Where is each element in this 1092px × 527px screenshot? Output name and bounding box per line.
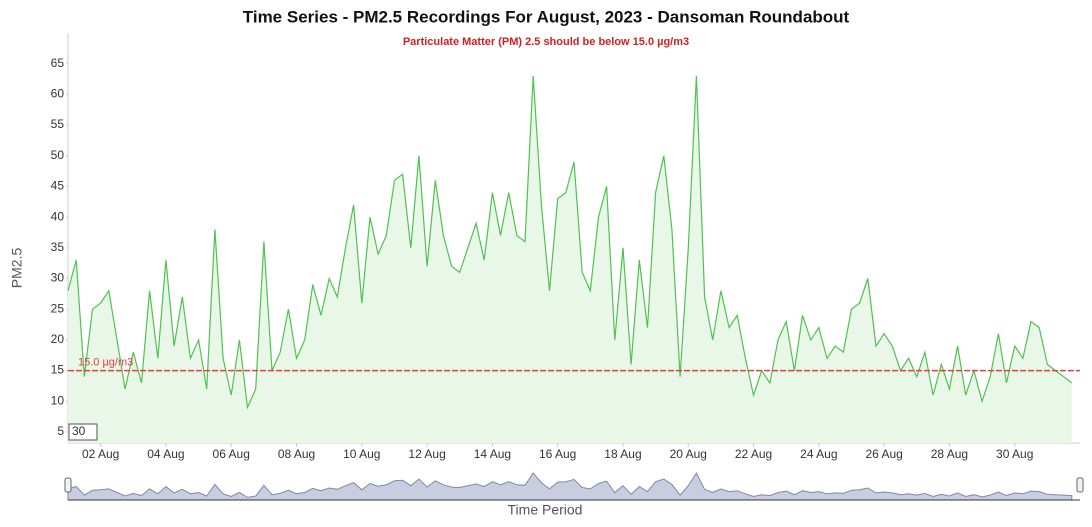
x-tick-label: 10 Aug [343,447,380,461]
x-tick-label: 08 Aug [278,447,315,461]
range-input-box[interactable] [68,423,98,441]
y-tick-label: 30 [51,271,65,285]
y-tick-label: 60 [51,87,65,101]
y-tick-label: 10 [51,393,65,407]
y-tick-label: 20 [51,332,65,346]
chart-subtitle: Particulate Matter (PM) 2.5 should be be… [403,36,689,48]
y-tick-label: 40 [51,209,65,223]
y-tick-label: 25 [51,301,65,315]
x-tick-label: 04 Aug [147,447,184,461]
y-axis-title: PM2.5 [9,248,25,289]
y-tick-label: 55 [51,117,65,131]
x-tick-label: 02 Aug [82,447,119,461]
x-tick-label: 16 Aug [539,447,576,461]
y-tick-label: 35 [51,240,65,254]
x-tick-label: 22 Aug [735,447,772,461]
navigator-handle[interactable] [64,477,72,493]
x-tick-label: 28 Aug [931,447,968,461]
x-tick-label: 12 Aug [408,447,445,461]
x-tick-label: 30 Aug [996,447,1033,461]
y-tick-label: 15 [51,363,65,377]
x-tick-label: 20 Aug [670,447,707,461]
chart-title: Time Series - PM2.5 Recordings For Augus… [243,7,850,26]
threshold-label: 15.0 µg/m3 [78,356,133,368]
series-line [67,75,1073,410]
y-tick-label: 45 [51,179,65,193]
range-input[interactable]: 30 [72,424,86,438]
y-tick-label: 5 [57,424,64,438]
x-tick-label: 26 Aug [865,447,902,461]
y-tick-label: 50 [51,148,65,162]
x-tick-label: 24 Aug [800,447,837,461]
x-tick-label: 06 Aug [213,447,250,461]
x-tick-label: 18 Aug [604,447,641,461]
area-fill [68,76,1072,443]
x-axis-title: Time Period [508,502,583,518]
navigator-handle[interactable] [1076,477,1084,493]
x-tick-label: 14 Aug [474,447,511,461]
y-tick-label: 65 [51,56,65,70]
navigator-area [67,472,1073,501]
